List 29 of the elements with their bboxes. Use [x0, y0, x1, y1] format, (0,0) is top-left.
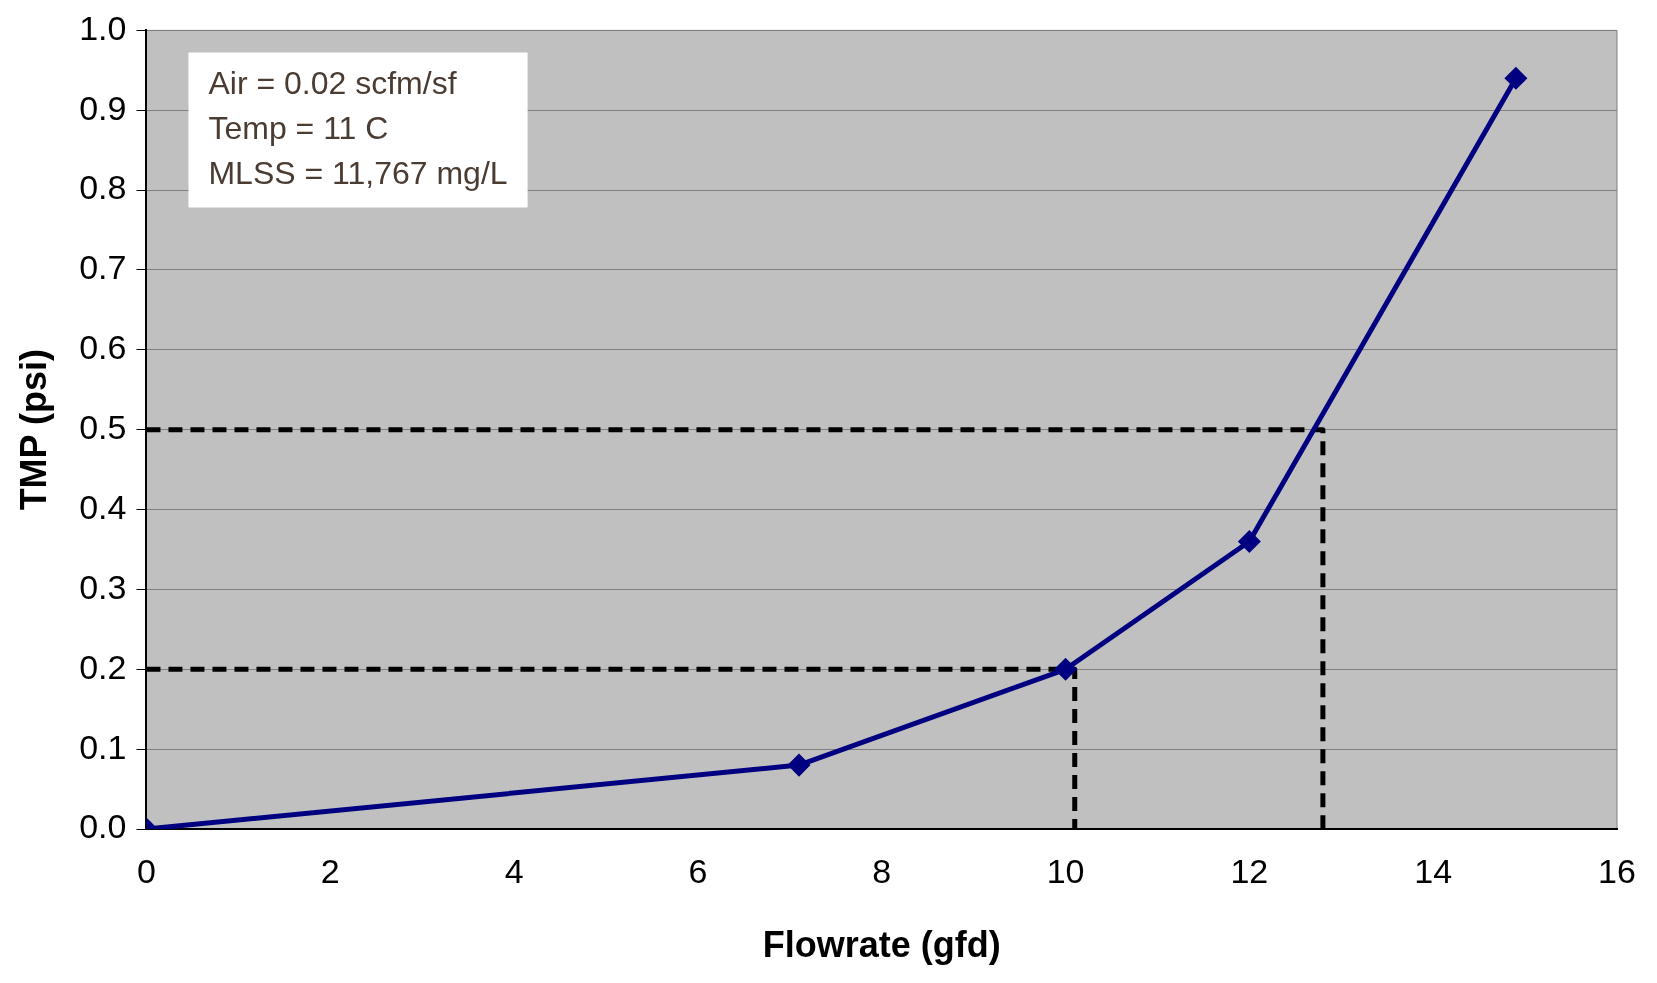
- y-tick-label: 0.6: [79, 328, 127, 367]
- y-tick-label: 0.0: [79, 807, 127, 846]
- point: [1055, 658, 1077, 680]
- y-tick-label: 0.7: [79, 248, 127, 287]
- x-tick-label: 0: [137, 851, 156, 890]
- y-tick-label: 1.0: [79, 8, 127, 47]
- x-tick-label: 8: [872, 851, 892, 890]
- y-tick-label: 0.3: [79, 567, 127, 606]
- y-tick-label: 0.1: [79, 727, 127, 766]
- annotation: Temp = 11 C: [208, 109, 389, 146]
- y-tick-label: 0.4: [79, 487, 127, 526]
- x-axis-title: Flowrate (gfd): [762, 924, 1001, 966]
- x-tick-label: 16: [1598, 851, 1636, 890]
- x-tick-label: 6: [688, 851, 708, 890]
- point: [1505, 67, 1527, 89]
- annotation: Air = 0.02 scfm/sf: [208, 64, 457, 101]
- x-tick-label: 14: [1414, 851, 1453, 890]
- x-tick-label: 4: [504, 851, 524, 890]
- x-tick-label: 2: [320, 851, 340, 890]
- y-tick-label: 0.8: [79, 168, 127, 207]
- y-tick-label: 0.9: [79, 88, 127, 127]
- y-tick-label: 0.2: [79, 647, 127, 686]
- point: [1238, 531, 1260, 552]
- y-tick-label: 0.5: [79, 408, 127, 447]
- y-axis-title: TMP (psi): [12, 349, 54, 511]
- annotation: MLSS = 11,767 mg/L: [208, 154, 508, 191]
- point: [788, 754, 810, 776]
- x-tick-label: 12: [1230, 851, 1269, 890]
- x-tick-label: 10: [1046, 851, 1085, 890]
